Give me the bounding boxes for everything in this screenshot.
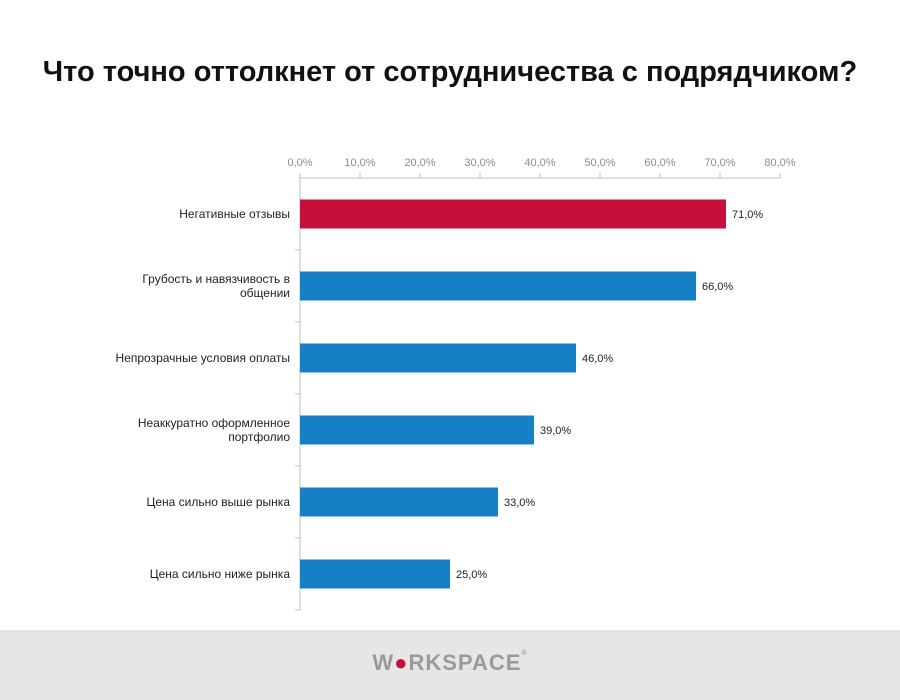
category-label: Цена сильно ниже рынка [150, 567, 291, 581]
x-tick-label: 0,0% [287, 157, 312, 169]
bar [300, 415, 534, 445]
data-label: 39,0% [540, 425, 571, 437]
category-label: Неаккуратно оформленное портфолио [138, 416, 290, 444]
logo-prefix: W [372, 650, 395, 675]
logo-rest: RKSPACE [408, 650, 522, 675]
category-label: Цена сильно выше рынка [146, 495, 290, 509]
x-tick-label: 10,0% [344, 157, 375, 169]
bar [300, 343, 576, 373]
x-tick-label: 60,0% [644, 157, 675, 169]
data-label: 33,0% [504, 497, 535, 509]
footer-bar [0, 630, 900, 700]
workspace-logo: W●RKSPACE® [0, 650, 900, 676]
bar [300, 199, 726, 229]
x-tick-label: 70,0% [704, 157, 735, 169]
category-label: Грубость и навязчивость в общении [142, 272, 290, 300]
data-label: 46,0% [582, 353, 613, 365]
x-tick-label: 30,0% [464, 157, 495, 169]
bar-chart: 0,0% 10,0% 20,0% 30,0% 40,0% 50,0% 60,0% 70,0% 8… [116, 157, 796, 611]
bar [300, 559, 450, 589]
data-label: 71,0% [732, 209, 763, 221]
x-tick-label: 20,0% [404, 157, 435, 169]
data-label: 66,0% [702, 281, 733, 293]
logo-registered-mark: ® [521, 650, 528, 657]
chart-title: Что точно оттолкнет от сотрудничества с … [42, 56, 858, 88]
category-label: Негативные отзывы [179, 207, 290, 221]
category-label: Непрозрачные условия оплаты [116, 351, 290, 365]
bar [300, 271, 696, 301]
x-tick-label: 40,0% [524, 157, 555, 169]
logo-o-icon: ● [394, 650, 409, 675]
data-label: 25,0% [456, 569, 487, 581]
x-tick-label: 50,0% [584, 157, 615, 169]
x-tick-label: 80,0% [764, 157, 795, 169]
bar [300, 487, 498, 517]
